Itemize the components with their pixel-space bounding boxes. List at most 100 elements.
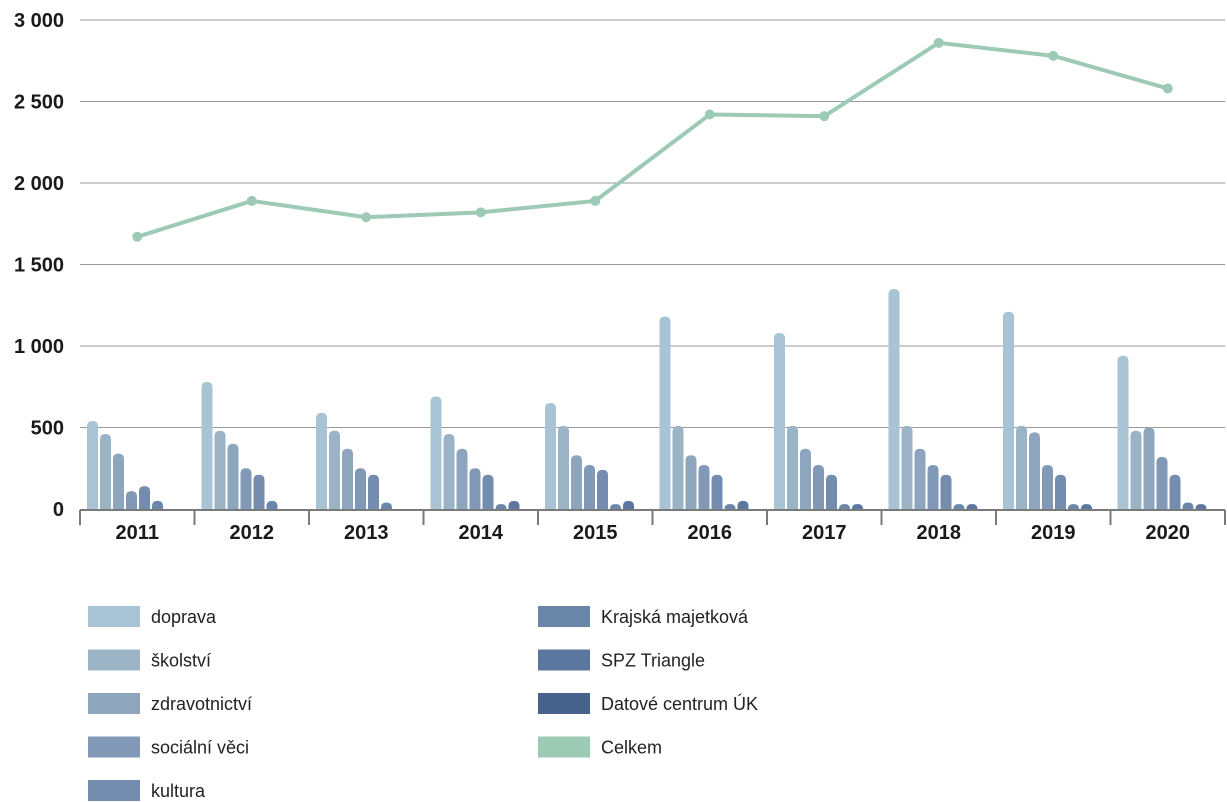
bar-školství-2011 [100,434,111,509]
bar-kultura-2012 [253,474,265,509]
bar-školství-2018 [901,425,913,509]
x-tick-label: 2015 [573,522,618,544]
bar-školství-2013 [329,430,340,509]
y-tick-label: 1 000 [14,336,64,358]
bar-spz-triangle-2017 [852,504,863,509]
legend-swatch [88,780,140,801]
bar-zdravotnictví-2019 [1029,432,1040,509]
bar-školství-2012 [214,430,226,509]
legend-label: kultura [151,781,206,801]
legend-label: sociální věci [151,738,249,758]
bar-školství-2020 [1130,430,1142,509]
bar-doprava-2017 [774,332,785,509]
bar-školství-2016 [672,425,684,509]
bar-kultura-2020 [1169,474,1181,509]
bar-kultura-2018 [940,474,952,509]
bar-doprava-2016 [659,316,671,509]
bar-spz-triangle-2019 [1081,504,1092,509]
x-tick-label: 2016 [688,522,733,544]
line-point-2017 [819,111,830,122]
x-axis: 2011 2012 2013 2014 2015 2016 2017 2018 2019 2020 [79,509,1226,544]
bar-zdravotnictví-2012 [227,443,239,509]
legend-label: Krajská majetková [601,607,749,627]
bar-spz-triangle-2016 [737,500,749,509]
bar-krajská-majetková-2017 [839,504,850,509]
bar-krajská-majetková-2016 [724,504,736,509]
bar-doprava-2015 [545,403,556,509]
line-point-2014 [475,207,486,218]
y-axis-tick-labels: 0 500 1 000 1 500 2 000 2 500 3 000 [14,10,64,521]
bar-series [87,288,1207,509]
x-tick-label: 2011 [116,522,159,544]
legend: doprava školství zdravotnictví sociální věc… [88,606,758,801]
line-point-2016 [704,109,715,120]
bar-kultura-2019 [1055,474,1066,509]
bar-zdravotnictví-2018 [914,448,926,509]
bar-spz-triangle-2014 [508,500,520,509]
bar-zdravotnictví-2013 [342,448,353,509]
y-tick-label: 500 [31,418,64,440]
bar-doprava-2011 [87,420,98,509]
bar-krajská-majetková-2013 [381,502,392,509]
legend-swatch [88,649,140,671]
bar-školství-2017 [787,425,798,509]
legend-label: Datové centrum ÚK [601,693,758,714]
bar-sociální-věci-2014 [469,468,481,509]
gridlines [80,19,1225,428]
line-point-2018 [933,37,944,48]
y-tick-label: 2 000 [14,173,64,195]
x-tick-label: 2020 [1146,522,1191,544]
legend-swatch [538,693,590,714]
legend-swatch [88,606,140,627]
line-celkem [136,40,1169,239]
legend-swatch [538,736,590,758]
legend-swatch [538,606,590,627]
line-point-2012 [246,195,257,206]
x-tick-label: 2019 [1031,522,1076,544]
line-point-2013 [361,212,372,223]
bar-sociální-věci-2016 [698,464,710,509]
bar-sociální-věci-2017 [813,464,824,509]
line-point-2015 [590,195,601,206]
bar-kultura-2014 [482,474,494,509]
bar-sociální-věci-2013 [355,468,366,509]
bar-spz-triangle-2020 [1195,504,1207,509]
y-tick-label: 2 500 [14,92,64,114]
bar-doprava-2020 [1117,355,1129,509]
bar-zdravotnictví-2017 [800,448,811,509]
bar-doprava-2014 [430,396,442,509]
bar-doprava-2012 [201,381,213,509]
bar-spz-triangle-2018 [966,504,978,509]
line-point-2020 [1162,83,1173,94]
legend-swatch [88,736,140,758]
bar-zdravotnictví-2011 [113,453,124,509]
bar-kultura-2013 [368,474,379,509]
bar-doprava-2013 [316,412,327,509]
line-point-2011 [132,231,143,242]
bar-zdravotnictví-2015 [571,455,582,509]
legend-label: Celkem [601,738,662,758]
bar-kultura-2016 [711,474,723,509]
total-line [132,37,1173,242]
y-tick-label: 1 500 [14,255,64,277]
bar-kultura-2011 [139,486,150,509]
legend-label: SPZ Triangle [601,651,705,671]
legend-label: školství [151,651,211,671]
x-tick-label: 2018 [917,522,962,544]
legend-label: zdravotnictví [151,694,252,714]
bar-sociální-věci-2019 [1042,464,1053,509]
y-tick-label: 0 [53,499,64,521]
bar-krajská-majetková-2020 [1182,502,1194,509]
legend-label: doprava [151,607,217,627]
x-tick-label: 2013 [344,522,389,544]
bar-školství-2015 [558,425,569,509]
x-tick-label: 2012 [230,522,275,544]
bar-sociální-věci-2012 [240,468,252,509]
bar-doprava-2019 [1003,311,1014,509]
legend-swatch [88,693,140,714]
bar-krajská-majetková-2019 [1068,504,1079,509]
x-tick-label: 2014 [459,522,504,544]
bar-krajská-majetková-2018 [953,504,965,509]
bar-krajská-majetková-2012 [266,500,278,509]
